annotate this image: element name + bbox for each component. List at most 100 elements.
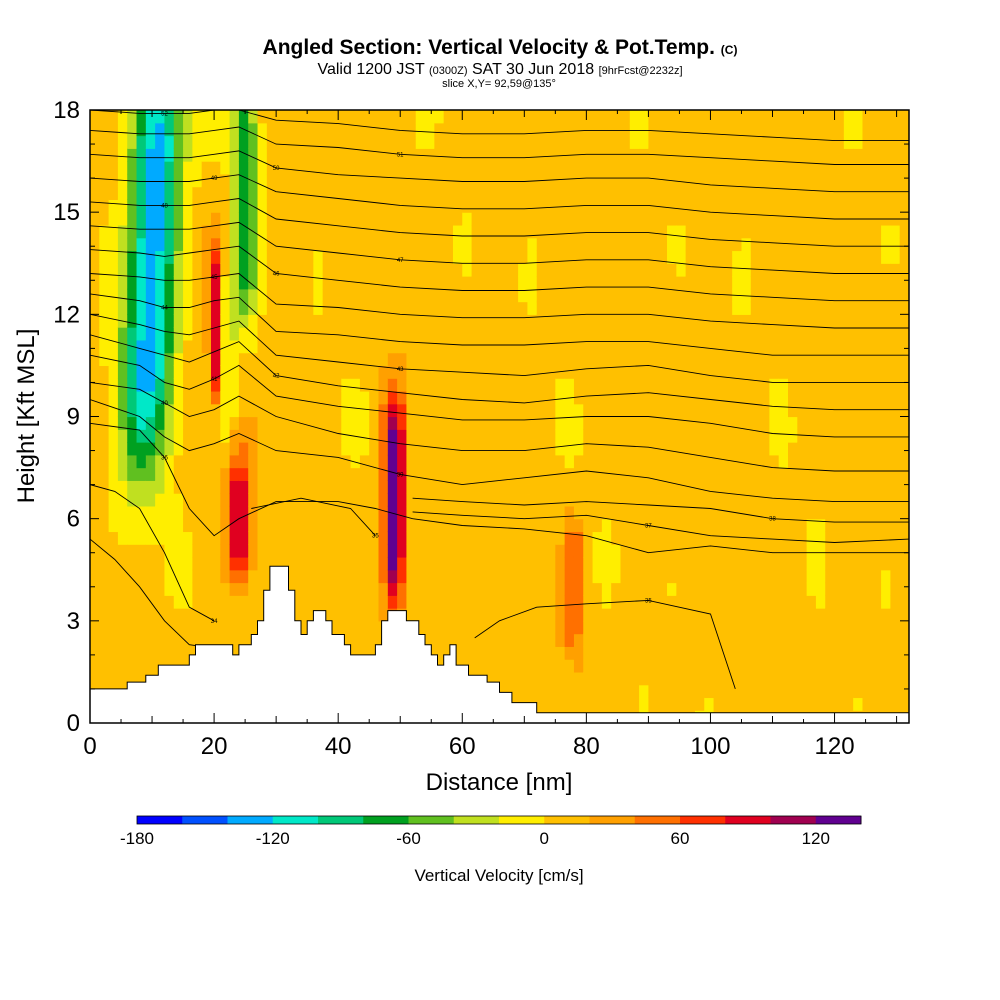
velocity-cell: [415, 531, 426, 545]
velocity-cell: [778, 659, 789, 673]
velocity-cell: [881, 697, 891, 711]
velocity-cell: [359, 327, 370, 341]
velocity-cell: [601, 314, 612, 328]
velocity-cell: [452, 110, 463, 124]
velocity-cell: [862, 186, 873, 200]
velocity-cell: [499, 390, 510, 405]
velocity-cell: [732, 659, 743, 673]
velocity-cell: [546, 659, 556, 673]
velocity-cell: [341, 608, 352, 622]
velocity-cell: [704, 403, 715, 418]
velocity-cell: [639, 403, 650, 418]
velocity-cell: [843, 544, 854, 558]
velocity-cell: [769, 161, 780, 175]
velocity-cell: [276, 250, 287, 264]
velocity-cell: [676, 148, 687, 162]
velocity-cell: [192, 161, 203, 175]
velocity-cell: [788, 493, 798, 507]
velocity-cell: [788, 250, 798, 264]
velocity-cell: [648, 608, 659, 622]
velocity-cell: [732, 556, 743, 571]
velocity-cell: [760, 314, 770, 328]
velocity-cell: [862, 378, 873, 392]
velocity-cell: [359, 467, 370, 481]
velocity-cell: [573, 352, 584, 367]
velocity-cell: [210, 288, 221, 303]
velocity-cell: [862, 467, 873, 481]
velocity-cell: [611, 352, 622, 367]
velocity-cell: [713, 390, 724, 405]
velocity-cell: [741, 442, 752, 456]
velocity-cell: [629, 173, 640, 188]
velocity-cell: [667, 429, 677, 443]
velocity-cell: [99, 454, 110, 469]
velocity-cell: [750, 633, 761, 647]
velocity-cell: [676, 544, 687, 558]
velocity-cell: [471, 212, 482, 226]
velocity-cell: [155, 276, 166, 290]
velocity-cell: [90, 671, 100, 686]
velocity-cell: [201, 327, 212, 341]
velocity-cell: [713, 518, 724, 533]
velocity-cell: [304, 212, 314, 226]
velocity-cell: [573, 518, 584, 533]
velocity-cell: [425, 633, 435, 647]
velocity-cell: [210, 263, 221, 277]
velocity-cell: [592, 161, 603, 175]
velocity-cell: [573, 531, 584, 545]
velocity-cell: [285, 135, 296, 149]
velocity-cell: [741, 390, 752, 405]
velocity-cell: [471, 173, 482, 188]
velocity-cell: [601, 608, 612, 622]
velocity-cell: [564, 122, 575, 137]
velocity-cell: [806, 467, 817, 481]
velocity-cell: [369, 224, 380, 239]
velocity-cell: [676, 212, 687, 226]
velocity-cell: [127, 608, 138, 622]
velocity-cell: [536, 582, 547, 596]
velocity-cell: [443, 161, 454, 175]
velocity-cell: [778, 620, 789, 635]
velocity-cell: [629, 442, 640, 456]
velocity-cell: [536, 518, 547, 533]
velocity-cell: [778, 544, 789, 558]
velocity-cell: [676, 110, 687, 124]
velocity-cell: [555, 212, 566, 226]
velocity-cell: [536, 250, 547, 264]
velocity-cell: [127, 620, 138, 635]
velocity-cell: [359, 186, 370, 200]
colorbar-label: Vertical Velocity [cm/s]: [414, 866, 583, 885]
velocity-cell: [136, 467, 147, 481]
velocity-cell: [667, 390, 677, 405]
velocity-cell: [620, 301, 631, 315]
velocity-cell: [713, 505, 724, 520]
velocity-cell: [667, 633, 677, 647]
velocity-cell: [592, 518, 603, 533]
velocity-cell: [490, 339, 501, 354]
velocity-cell: [843, 620, 854, 635]
velocity-cell: [667, 620, 677, 635]
velocity-cell: [480, 314, 491, 328]
velocity-cell: [331, 480, 342, 494]
velocity-cell: [480, 403, 491, 418]
velocity-cell: [806, 314, 817, 328]
velocity-cell: [331, 454, 342, 469]
velocity-cell: [90, 505, 100, 520]
velocity-cell: [471, 148, 482, 162]
velocity-cell: [620, 224, 631, 239]
velocity-cell: [117, 505, 128, 520]
velocity-cell: [546, 365, 556, 379]
y-tick-label: 15: [53, 199, 80, 226]
velocity-cell: [108, 122, 119, 137]
velocity-cell: [406, 110, 417, 124]
velocity-cell: [732, 186, 743, 200]
velocity-cell: [648, 531, 659, 545]
velocity-cell: [508, 276, 519, 290]
velocity-cell: [359, 122, 370, 137]
velocity-cell: [136, 390, 147, 405]
velocity-cell: [248, 339, 259, 354]
velocity-cell: [276, 173, 287, 188]
velocity-cell: [257, 505, 268, 520]
velocity-cell: [853, 697, 864, 711]
velocity-cell: [294, 301, 305, 315]
